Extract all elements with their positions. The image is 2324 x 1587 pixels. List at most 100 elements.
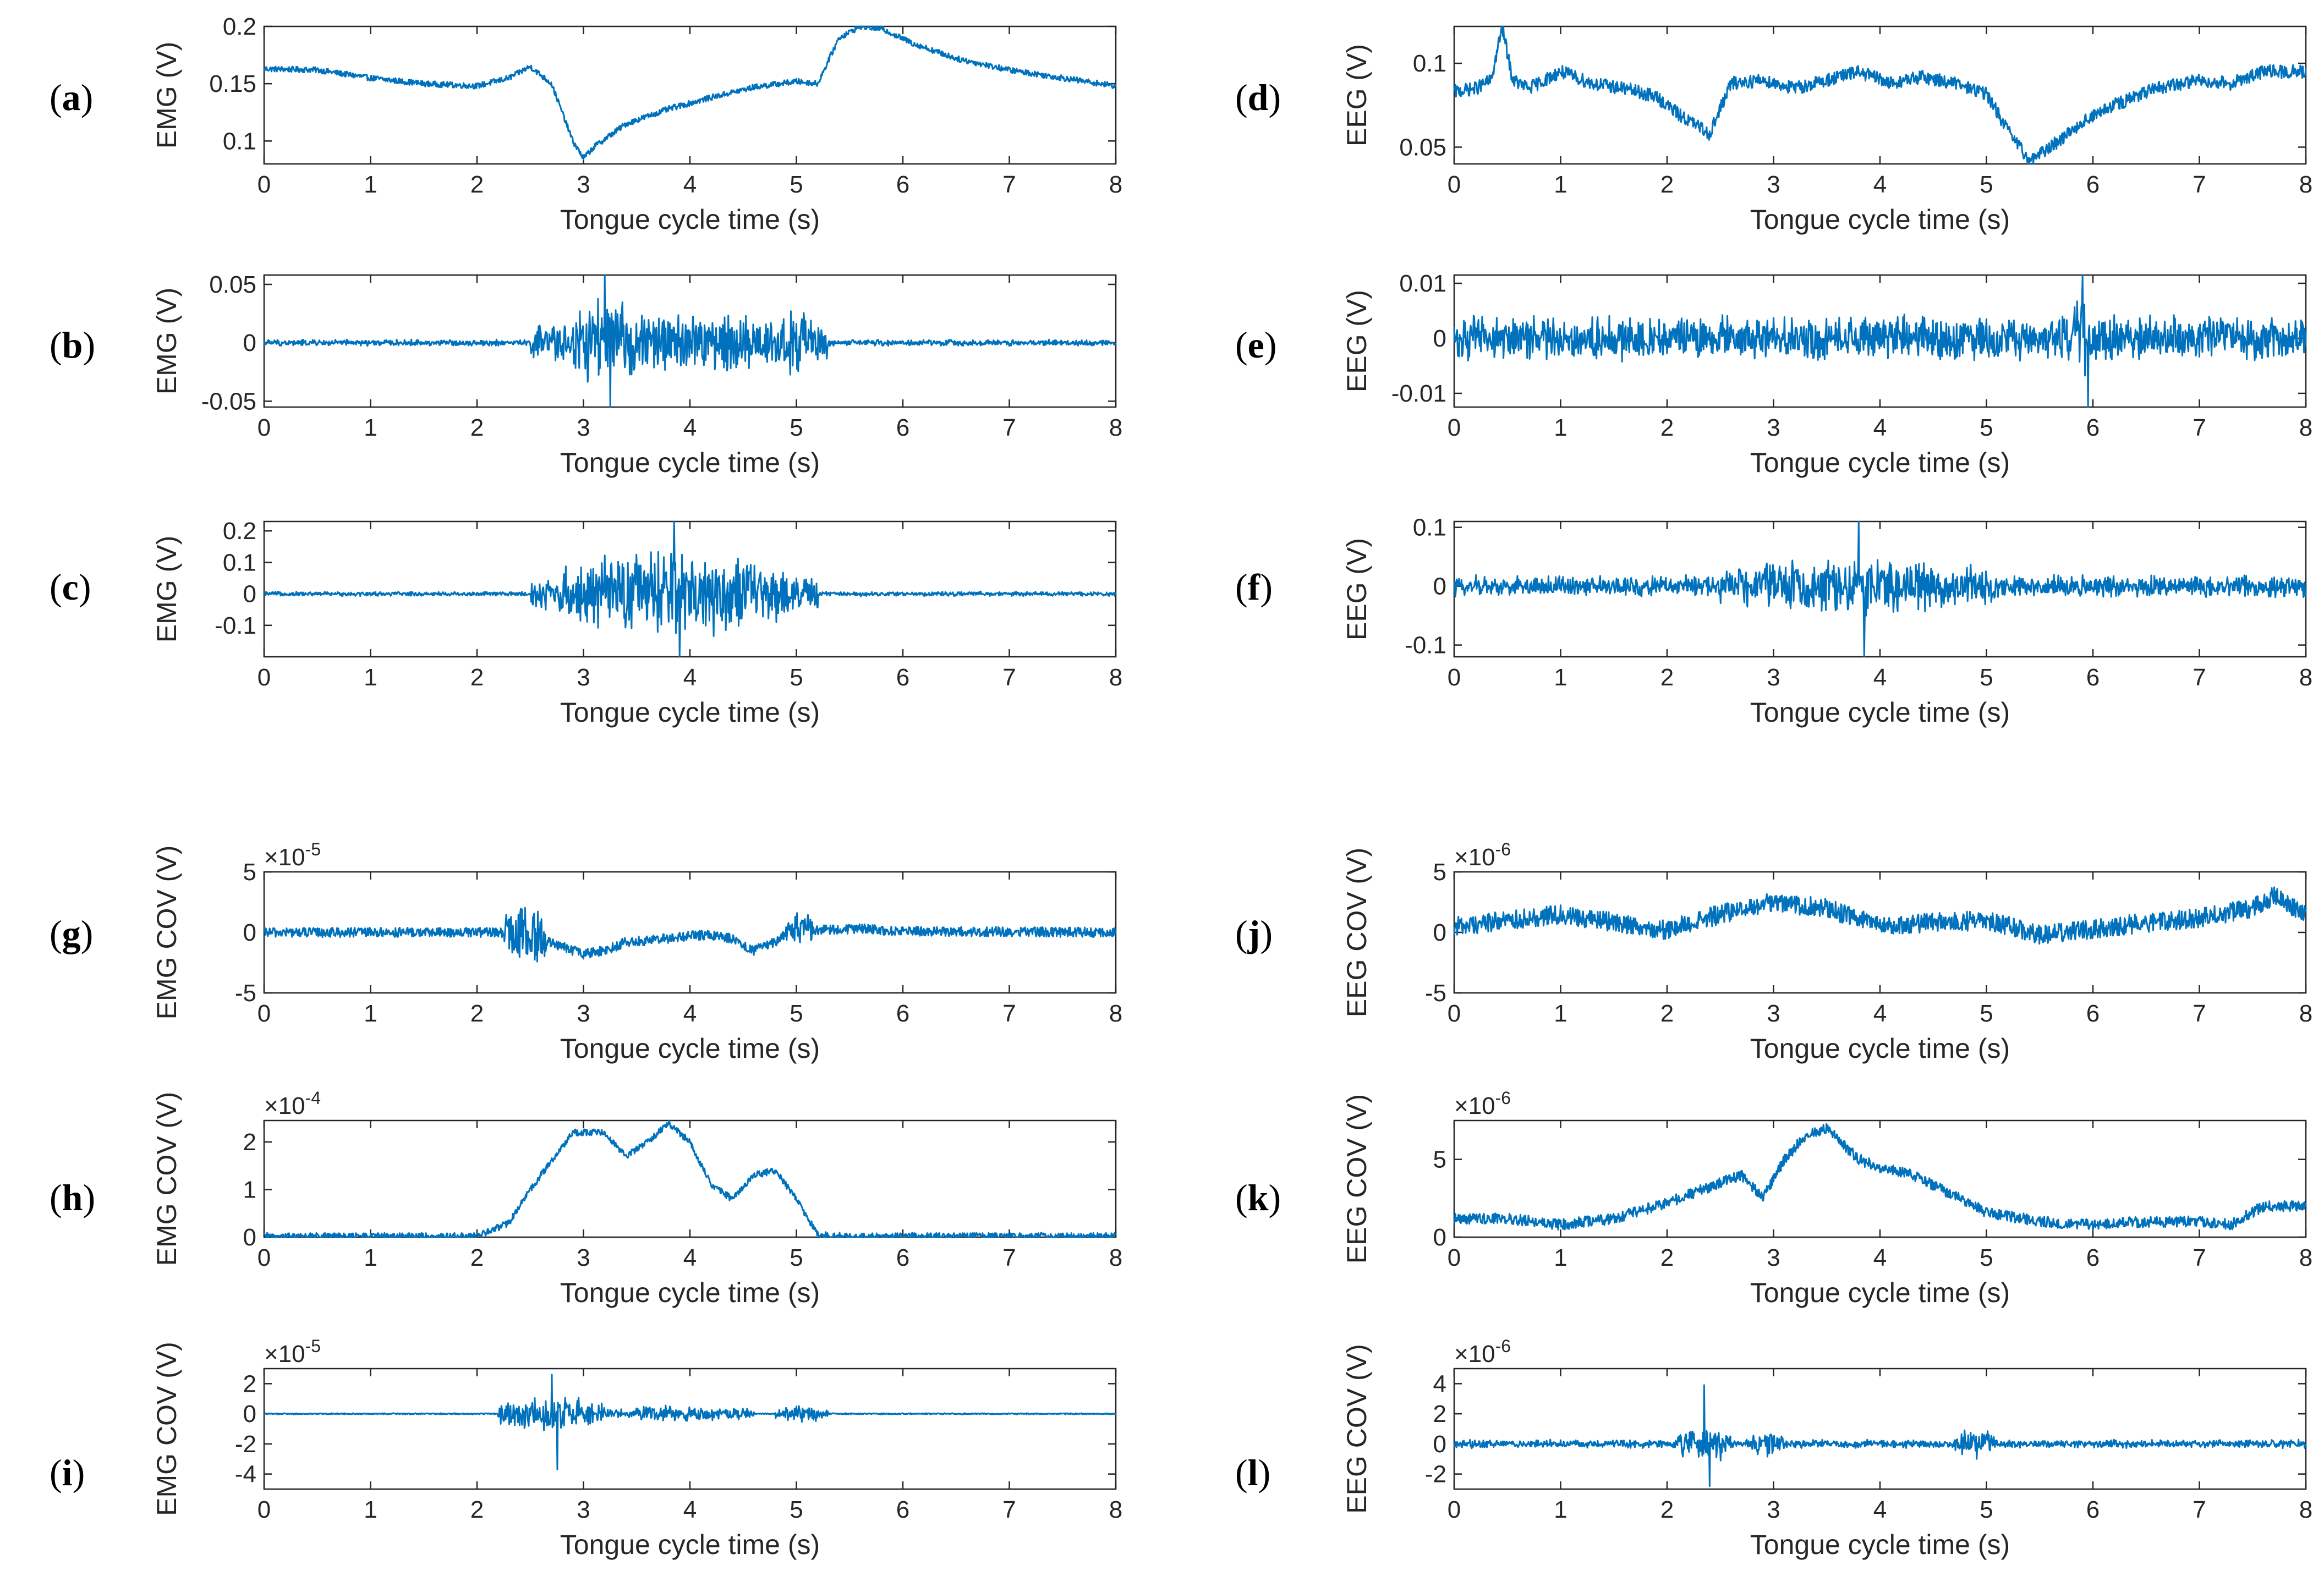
panel-letter: (e) <box>1235 324 1277 366</box>
panel-letter-value: c <box>62 566 79 608</box>
y-exponent: ×10-6 <box>1454 1088 1511 1119</box>
x-tick-label: 2 <box>470 1244 484 1271</box>
y-exponent: ×10-4 <box>264 1088 321 1119</box>
y-tick-label: -5 <box>1425 980 1446 1007</box>
panel-letter: (b) <box>50 324 95 366</box>
x-tick-label: 5 <box>790 414 803 441</box>
y-tick-label: 0 <box>1433 1224 1446 1251</box>
panel-letter: (c) <box>50 566 91 608</box>
panel-letter: (l) <box>1235 1452 1270 1493</box>
x-tick-label: 3 <box>1767 1244 1780 1271</box>
x-tick-label: 5 <box>790 1000 803 1027</box>
x-tick-label: 1 <box>364 664 377 691</box>
series-line <box>1454 520 2307 658</box>
y-tick-label: 1 <box>243 1176 256 1203</box>
x-tick-label: 7 <box>2193 171 2206 198</box>
x-axis-label: Tongue cycle time (s) <box>1750 1277 2010 1308</box>
x-tick-label: 5 <box>790 1244 803 1271</box>
x-tick-label: 4 <box>1873 414 1887 441</box>
y-tick-label: 0.2 <box>223 518 256 545</box>
x-tick-label: 4 <box>1873 664 1887 691</box>
x-tick-label: 7 <box>2193 414 2206 441</box>
y-tick-label: 0 <box>243 1224 256 1251</box>
x-tick-label: 1 <box>1554 1496 1567 1523</box>
panel-letter: (g) <box>50 913 93 954</box>
axes-box <box>263 1368 1117 1490</box>
x-tick-label: 4 <box>1873 171 1887 198</box>
x-tick-label: 3 <box>1767 1000 1780 1027</box>
x-tick-label: 0 <box>257 1244 271 1271</box>
x-tick-label: 8 <box>1109 1000 1122 1027</box>
x-tick-label: 5 <box>1980 1000 1993 1027</box>
x-tick-label: 7 <box>1002 171 1016 198</box>
axes-box <box>263 1119 1117 1238</box>
series-line <box>264 1374 1116 1470</box>
y-tick-label: 0 <box>243 581 256 608</box>
x-tick-label: 3 <box>577 1496 590 1523</box>
y-tick-label: 0 <box>243 919 256 946</box>
y-tick-label: 0.1 <box>223 549 256 576</box>
x-tick-label: 7 <box>2193 1496 2206 1523</box>
x-tick-label: 8 <box>2299 171 2312 198</box>
x-tick-label: 3 <box>1767 171 1780 198</box>
y-tick-label: 0 <box>1433 573 1446 600</box>
y-tick-label: 0.15 <box>209 70 256 97</box>
x-tick-label: 6 <box>2086 664 2100 691</box>
y-tick-label: 2 <box>243 1129 256 1156</box>
panel-letter-value: g <box>62 913 81 954</box>
x-tick-label: 8 <box>1109 1496 1122 1523</box>
panel-letter-value: i <box>62 1452 73 1493</box>
x-tick-label: 7 <box>1002 664 1016 691</box>
x-tick-label: 1 <box>1554 1244 1567 1271</box>
y-tick-label: 4 <box>1433 1370 1446 1397</box>
x-tick-label: 0 <box>1448 1244 1461 1271</box>
x-tick-label: 2 <box>1660 1000 1674 1027</box>
series-line <box>1453 274 2307 408</box>
x-tick-label: 7 <box>2193 1244 2206 1271</box>
x-axis-label: Tongue cycle time (s) <box>1750 1529 2010 1560</box>
y-tick-label: 0.1 <box>1413 514 1446 541</box>
x-tick-label: 3 <box>577 414 590 441</box>
x-tick-label: 1 <box>1554 171 1567 198</box>
series-line <box>1453 1384 2307 1487</box>
x-tick-label: 7 <box>1002 1496 1016 1523</box>
x-tick-label: 6 <box>896 1000 909 1027</box>
y-tick-label: -0.1 <box>1405 632 1446 659</box>
x-tick-label: 4 <box>683 171 697 198</box>
panel-letter-value: l <box>1248 1452 1258 1493</box>
series-line <box>1453 1123 2307 1231</box>
series-line <box>1453 886 2307 945</box>
x-tick-label: 2 <box>1660 414 1674 441</box>
x-tick-label: 6 <box>896 171 909 198</box>
y-tick-label: -0.01 <box>1391 380 1446 407</box>
x-tick-label: 0 <box>257 664 271 691</box>
x-tick-label: 6 <box>896 1244 909 1271</box>
x-tick-label: 8 <box>2299 1244 2312 1271</box>
x-tick-label: 4 <box>683 1000 697 1027</box>
x-tick-label: 6 <box>896 414 909 441</box>
x-tick-label: 5 <box>1980 1244 1993 1271</box>
x-tick-label: 2 <box>470 1496 484 1523</box>
panel-h: (h) 0 1 2 3 4 5 6 7 8 0 1 2 Tongue cycle time (s) EMG … <box>50 1088 1122 1308</box>
panel-letter: (h) <box>50 1177 95 1218</box>
y-axis-label: EEG COV (V) <box>1341 1344 1372 1513</box>
panel-d: (d) 0 1 2 3 4 5 6 7 8 0.05 0.1 Tongue cycle time (s)… <box>1235 25 2312 235</box>
x-tick-label: 3 <box>1767 1496 1780 1523</box>
x-axis-label: Tongue cycle time (s) <box>560 204 820 235</box>
x-tick-label: 7 <box>1002 1244 1016 1271</box>
x-tick-label: 0 <box>1448 1496 1461 1523</box>
y-tick-label: 5 <box>1433 1146 1446 1173</box>
x-tick-label: 5 <box>790 171 803 198</box>
series-line <box>1453 25 2307 165</box>
y-axis-label: EMG COV (V) <box>151 1342 182 1516</box>
y-tick-label: 0.1 <box>1413 50 1446 77</box>
panel-i: (i) 0 1 2 3 4 5 6 7 8 -4 -2 0 2 Tongue cycle time (s) E… <box>50 1336 1122 1560</box>
panel-letter-value: d <box>1248 76 1269 118</box>
y-tick-label: 0 <box>243 1401 256 1427</box>
panel-letter: (k) <box>1235 1177 1281 1218</box>
y-axis-label: EEG COV (V) <box>1341 848 1372 1017</box>
y-axis-label: EMG (V) <box>151 288 182 394</box>
